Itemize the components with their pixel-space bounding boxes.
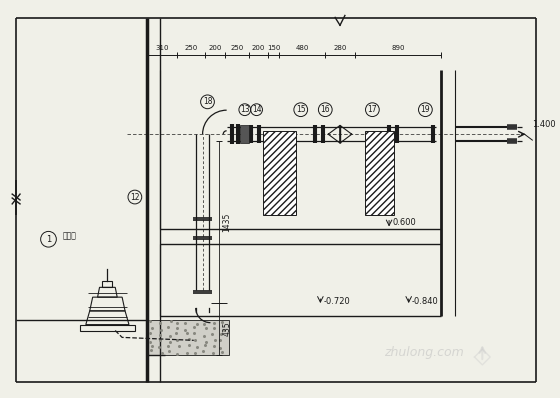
Text: 1.400: 1.400: [533, 120, 556, 129]
Text: 潜水泵: 潜水泵: [62, 232, 76, 241]
Text: 1435: 1435: [222, 213, 231, 232]
Text: 280: 280: [333, 45, 347, 51]
Text: 14: 14: [252, 105, 262, 114]
Text: 250: 250: [184, 45, 198, 51]
Text: 18: 18: [203, 98, 212, 106]
Text: 19: 19: [421, 105, 430, 114]
Text: 0.600: 0.600: [392, 218, 416, 227]
Text: 15: 15: [296, 105, 306, 114]
Text: 12: 12: [130, 193, 139, 201]
Text: 890: 890: [391, 45, 405, 51]
Text: 13: 13: [240, 105, 250, 114]
Polygon shape: [365, 131, 394, 215]
Text: 1: 1: [46, 235, 51, 244]
Polygon shape: [147, 320, 229, 355]
Text: 250: 250: [230, 45, 244, 51]
Polygon shape: [263, 131, 296, 215]
Text: 310: 310: [155, 45, 169, 51]
Text: 480: 480: [296, 45, 309, 51]
Text: 200: 200: [208, 45, 222, 51]
Polygon shape: [240, 125, 249, 143]
Text: -0.840: -0.840: [412, 297, 438, 306]
Text: 200: 200: [252, 45, 265, 51]
Text: zhulong.com: zhulong.com: [384, 345, 463, 359]
Text: 150: 150: [267, 45, 281, 51]
Text: 435: 435: [222, 322, 231, 336]
Text: -0.720: -0.720: [323, 297, 350, 306]
Text: 17: 17: [367, 105, 377, 114]
Text: 16: 16: [320, 105, 330, 114]
